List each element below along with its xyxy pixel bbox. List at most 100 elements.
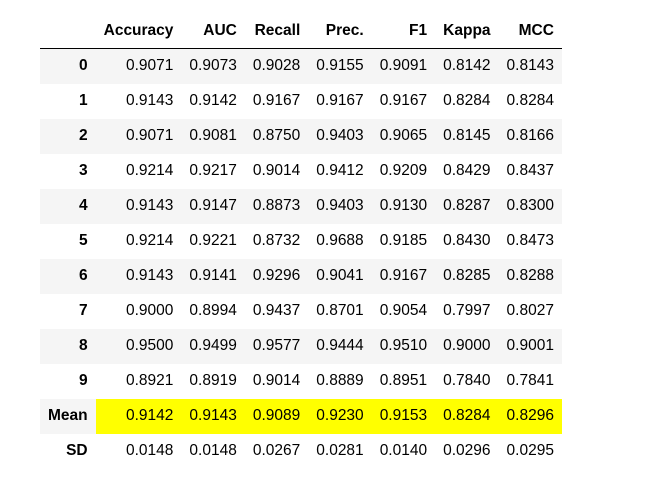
- results-table-container: Accuracy AUC Recall Prec. F1 Kappa MCC 0…: [40, 14, 562, 469]
- table-cell: 0.8921: [126, 372, 174, 389]
- table-cell: 0.9688: [316, 232, 364, 249]
- header-auc: AUC: [181, 14, 245, 49]
- table-cell: 0.0281: [316, 442, 364, 459]
- row-label: 1: [79, 92, 88, 109]
- table-cell: 0.9130: [379, 197, 428, 214]
- table-row: 2 0.9071 0.9081 0.8750 0.9403 0.9065 0.8145 0.8…: [40, 118, 562, 154]
- header-kappa: Kappa: [435, 14, 499, 49]
- table-cell: 0.9143: [126, 92, 174, 109]
- header-row: Accuracy AUC Recall Prec. F1 Kappa MCC: [40, 14, 562, 49]
- table-cell: 0.8919: [189, 372, 237, 389]
- row-label: 3: [79, 162, 88, 179]
- cv-results-table: Accuracy AUC Recall Prec. F1 Kappa MCC 0…: [40, 14, 562, 469]
- table-row: 7 0.9000 0.8994 0.9437 0.8701 0.9054 0.7997 0.8…: [40, 293, 562, 329]
- table-cell: 0.9214: [126, 162, 174, 179]
- table-cell: 0.9214: [126, 232, 174, 249]
- table-cell: 0.9167: [316, 92, 364, 109]
- table-row: SD 0.0148 0.0148 0.0267 0.0281 0.0140 0.0296 0.…: [40, 433, 562, 469]
- row-label: 0: [79, 57, 88, 75]
- table-cell: 0.9000: [126, 302, 174, 319]
- table-cell: 0.9500: [126, 337, 174, 354]
- table-cell: 0.8027: [506, 302, 554, 319]
- table-cell: 0.9081: [189, 127, 237, 144]
- row-label: 8: [79, 337, 88, 354]
- table-cell: 0.9167: [379, 92, 428, 109]
- header-index: [40, 14, 96, 49]
- table-row: 3 0.9214 0.9217 0.9014 0.9412 0.9209 0.8429 0.8…: [40, 153, 562, 189]
- table-cell: 0.9143: [126, 197, 174, 214]
- table-cell: 0.8873: [252, 197, 301, 214]
- table-cell: 0.8287: [443, 197, 491, 214]
- table-cell: 0.9091: [379, 57, 428, 75]
- table-cell: 0.8284: [443, 92, 491, 109]
- table-cell: 0.8732: [252, 232, 301, 249]
- table-cell: 0.9147: [189, 197, 237, 214]
- header-accuracy: Accuracy: [95, 14, 182, 49]
- table-cell: 0.9577: [252, 337, 301, 354]
- table-cell: 0.8951: [379, 372, 428, 389]
- table-cell: 0.9143: [126, 267, 174, 284]
- table-cell: 0.9001: [506, 337, 554, 354]
- table-row: 5 0.9214 0.9221 0.8732 0.9688 0.9185 0.8430 0.8…: [40, 223, 562, 259]
- table-cell: 0.9510: [379, 337, 428, 354]
- table-cell: 0.8429: [443, 162, 491, 179]
- table-cell: 0.7997: [443, 302, 491, 319]
- row-label: 2: [79, 127, 88, 144]
- table-cell: 0.0148: [189, 442, 237, 459]
- table-cell: 0.9230: [308, 398, 372, 434]
- table-cell: 0.9014: [252, 162, 301, 179]
- table-cell: 0.8750: [252, 127, 301, 144]
- row-label: Mean: [48, 407, 88, 424]
- table-cell: 0.9412: [316, 162, 364, 179]
- table-header: Accuracy AUC Recall Prec. F1 Kappa MCC: [40, 14, 562, 49]
- table-cell: 0.7841: [506, 372, 554, 389]
- table-cell: 0.9071: [126, 127, 174, 144]
- table-cell: 0.8701: [316, 302, 364, 319]
- table-cell: 0.9221: [189, 232, 237, 249]
- table-cell: 0.9041: [316, 267, 364, 284]
- table-cell: 0.8143: [506, 57, 554, 75]
- table-row: Mean 0.9142 0.9143 0.9089 0.9230 0.9153 0.8284…: [40, 398, 562, 434]
- row-label: SD: [66, 442, 88, 459]
- table-cell: 0.9143: [181, 398, 245, 434]
- table-cell: 0.8288: [506, 267, 554, 284]
- table-cell: 0.9167: [252, 92, 301, 109]
- table-cell: 0.9073: [189, 57, 237, 75]
- table-cell: 0.9000: [443, 337, 491, 354]
- table-cell: 0.8300: [506, 197, 554, 214]
- table-cell: 0.9153: [371, 398, 436, 434]
- table-cell: 0.8437: [506, 162, 554, 179]
- row-label: 4: [79, 197, 88, 214]
- table-cell: 0.8166: [506, 127, 554, 144]
- table-cell: 0.9028: [252, 57, 301, 75]
- table-cell: 0.8473: [506, 232, 554, 249]
- row-label: 5: [79, 232, 88, 249]
- table-cell: 0.0267: [252, 442, 301, 459]
- table-cell: 0.8430: [443, 232, 491, 249]
- table-cell: 0.8142: [443, 57, 491, 75]
- table-cell: 0.0295: [506, 442, 554, 459]
- table-cell: 0.9065: [379, 127, 428, 144]
- header-recall: Recall: [244, 14, 309, 49]
- table-cell: 0.9014: [252, 372, 301, 389]
- table-row: 1 0.9143 0.9142 0.9167 0.9167 0.9167 0.8284 0.8…: [40, 83, 562, 119]
- table-cell: 0.9437: [252, 302, 301, 319]
- table-cell: 0.9296: [252, 267, 301, 284]
- table-cell: 0.9142: [95, 398, 182, 434]
- table-cell: 0.9499: [189, 337, 237, 354]
- table-row: 4 0.9143 0.9147 0.8873 0.9403 0.9130 0.8287 0.8…: [40, 188, 562, 224]
- table-cell: 0.0148: [126, 442, 174, 459]
- table-cell: 0.9054: [379, 302, 428, 319]
- table-cell: 0.9142: [189, 92, 237, 109]
- table-cell: 0.8296: [498, 398, 562, 434]
- table-cell: 0.9444: [316, 337, 364, 354]
- table-cell: 0.9185: [379, 232, 428, 249]
- table-cell: 0.0296: [443, 442, 491, 459]
- header-mcc: MCC: [498, 14, 562, 49]
- table-cell: 0.8145: [443, 127, 491, 144]
- table-cell: 0.9403: [316, 127, 364, 144]
- table-cell: 0.9071: [126, 57, 174, 75]
- table-cell: 0.9167: [379, 267, 428, 284]
- table-body: 0 0.9071 0.9073 0.9028 0.9155 0.9091 0.8142 0.8…: [40, 48, 562, 469]
- table-cell: 0.8285: [443, 267, 491, 284]
